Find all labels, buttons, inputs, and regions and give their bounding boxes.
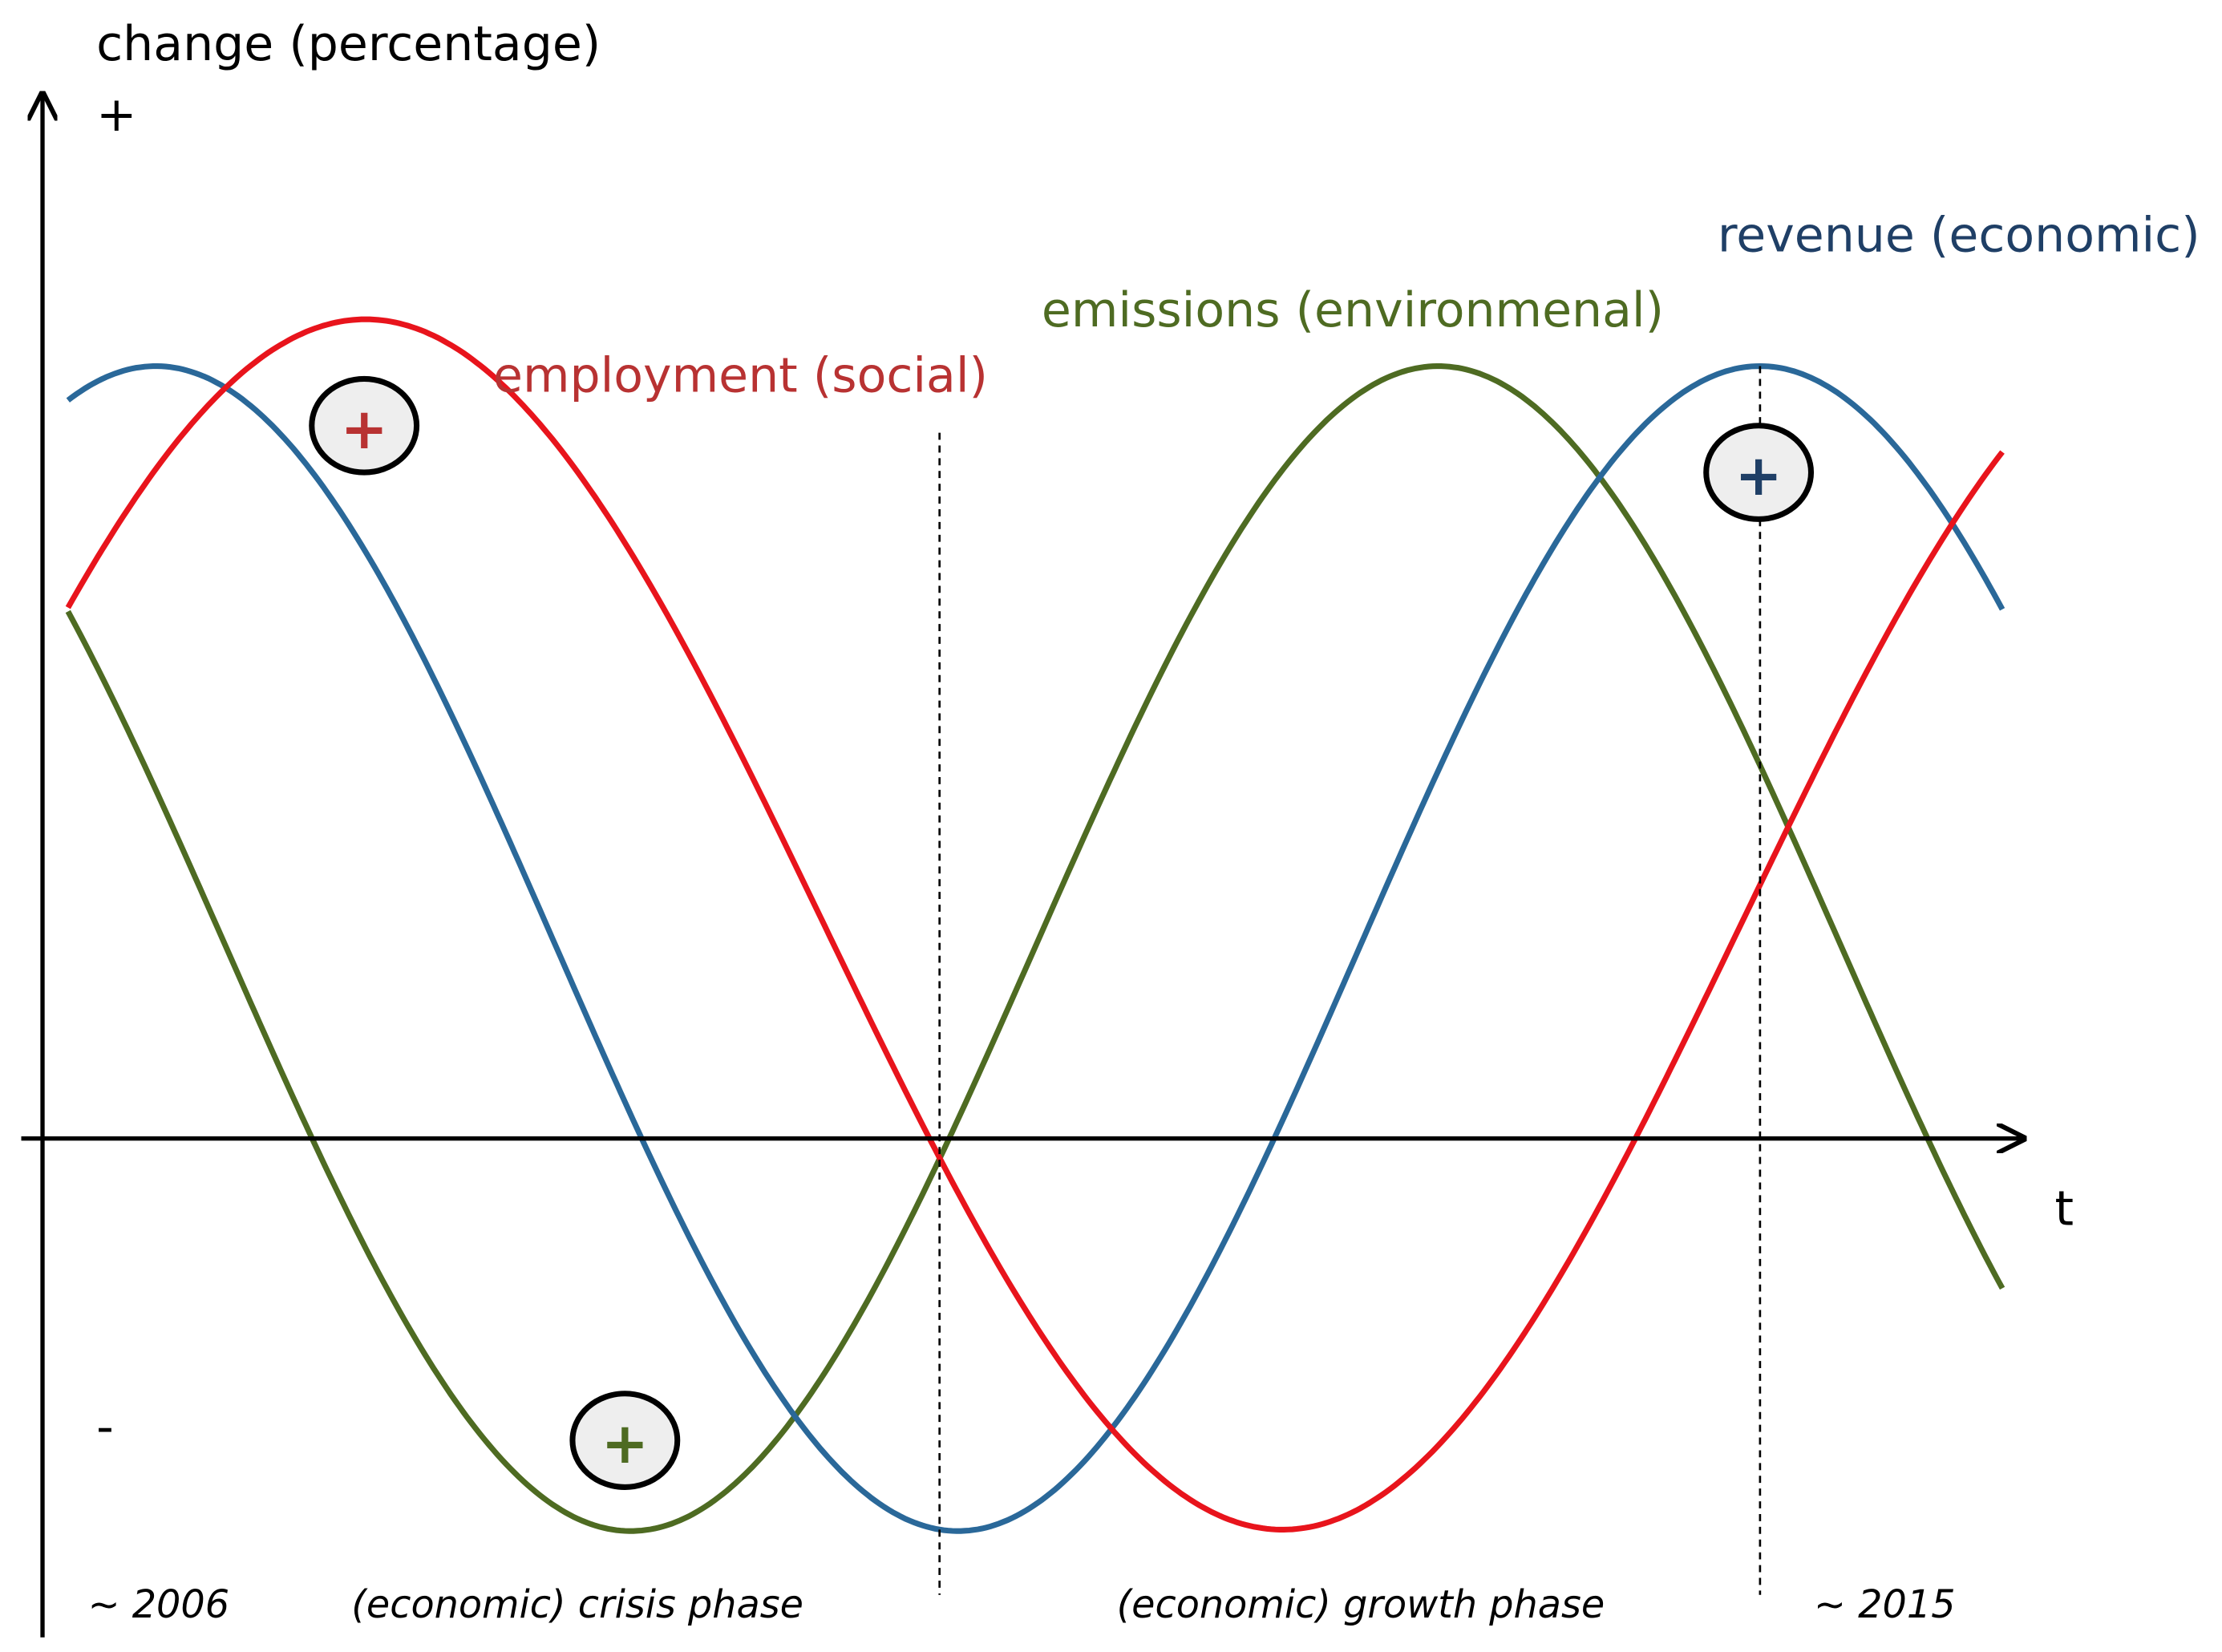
revenue-curve	[66, 363, 2005, 1534]
y-axis-label: change (percentage)	[96, 16, 601, 72]
timeline-label: (economic) crisis phase	[351, 1583, 803, 1627]
y-minus: -	[96, 1399, 114, 1456]
marker-sign: +	[341, 395, 388, 462]
employment-curve	[65, 316, 2005, 1533]
timeline-label: ~ 2006	[88, 1583, 230, 1627]
x-axis-label: t	[2054, 1180, 2074, 1237]
marker: +	[569, 1391, 681, 1490]
curves	[65, 316, 2005, 1534]
marker-sign: +	[601, 1410, 649, 1476]
marker: +	[1703, 423, 1815, 522]
y-plus: +	[96, 87, 136, 143]
emissions-curve	[65, 363, 2005, 1534]
timeline-label: ~ 2015	[1814, 1583, 1956, 1627]
curve-label: revenue (economic)	[1718, 207, 2200, 263]
curve-label: emissions (environmenal)	[1042, 282, 1664, 338]
marker: +	[309, 375, 420, 476]
timeline-label: (economic) growth phase	[1117, 1583, 1605, 1627]
marker-sign: +	[1735, 442, 1783, 508]
curve-label: employment (social)	[493, 347, 988, 403]
